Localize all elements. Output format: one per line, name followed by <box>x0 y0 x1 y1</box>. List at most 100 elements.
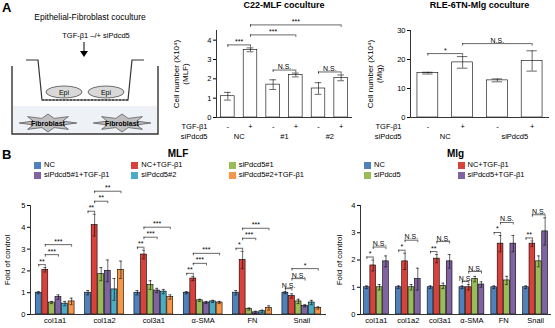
svg-text:2: 2 <box>351 255 355 264</box>
svg-text:0: 0 <box>207 113 211 122</box>
svg-text:N.S.: N.S. <box>491 37 505 44</box>
svg-text:1: 1 <box>21 288 25 297</box>
html-text:C22-MLF coculture: C22-MLF coculture <box>243 0 325 10</box>
svg-text:5: 5 <box>21 201 25 210</box>
svg-text:*: * <box>369 250 372 257</box>
svg-text:+: + <box>248 122 253 131</box>
svg-text:Epi: Epi <box>59 89 70 97</box>
svg-text:30: 30 <box>397 26 405 35</box>
svg-text:-: - <box>227 122 230 131</box>
svg-text:+: + <box>339 122 344 131</box>
svg-text:Fibroblast: Fibroblast <box>31 120 66 127</box>
svg-text:Snail: Snail <box>293 316 310 325</box>
svg-text:α-SMA: α-SMA <box>460 316 483 325</box>
html-text:MLF: MLF <box>167 148 189 159</box>
svg-text:4: 4 <box>207 36 211 45</box>
svg-text:*: * <box>496 225 499 232</box>
html-text:RLE-6TN-Mlg coculture: RLE-6TN-Mlg coculture <box>429 0 530 10</box>
svg-text:***: *** <box>202 246 210 253</box>
svg-text:***: *** <box>235 38 243 45</box>
svg-text:col1a1: col1a1 <box>365 316 387 325</box>
svg-text:*: * <box>304 262 307 269</box>
svg-text:3: 3 <box>21 245 25 254</box>
svg-text:***: *** <box>153 220 161 227</box>
svg-text:N.S.: N.S. <box>278 63 292 70</box>
svg-text:-: - <box>496 122 499 131</box>
svg-text:TGF-β1: TGF-β1 <box>376 122 402 131</box>
svg-text:NC: NC <box>234 132 245 141</box>
html-text:B: B <box>2 147 12 162</box>
svg-text:-: - <box>272 122 275 131</box>
svg-text:col1a2: col1a2 <box>93 316 115 325</box>
svg-text:***: *** <box>48 248 56 255</box>
svg-text:N.S.: N.S. <box>459 275 473 282</box>
svg-text:*: * <box>238 241 241 248</box>
svg-text:**: ** <box>105 184 111 191</box>
svg-text:**: ** <box>431 245 437 252</box>
svg-text:col3a1: col3a1 <box>429 316 451 325</box>
svg-text:-: - <box>317 122 320 131</box>
svg-text:2: 2 <box>207 74 211 83</box>
svg-text:siPdcd5: siPdcd5 <box>375 132 402 141</box>
html-text:Mlg: Mlg <box>446 148 465 159</box>
svg-text:***: *** <box>245 231 253 238</box>
svg-text:**: ** <box>526 231 532 238</box>
svg-text:***: *** <box>292 18 300 25</box>
svg-text:#2: #2 <box>326 132 334 141</box>
svg-text:4: 4 <box>351 201 355 210</box>
svg-text:***: *** <box>146 230 154 237</box>
svg-text:N.S.: N.S. <box>323 65 337 72</box>
svg-text:+: + <box>460 122 465 131</box>
svg-text:col3a1: col3a1 <box>143 316 165 325</box>
svg-text:0: 0 <box>401 113 405 122</box>
svg-text:TGF-β1: TGF-β1 <box>182 122 208 131</box>
svg-text:***: *** <box>54 238 62 245</box>
svg-text:FN: FN <box>248 316 258 325</box>
svg-text:1: 1 <box>351 283 355 292</box>
svg-text:**: ** <box>98 194 104 201</box>
svg-text:col1a2: col1a2 <box>397 316 419 325</box>
svg-text:0: 0 <box>351 310 355 319</box>
svg-text:NC: NC <box>440 132 451 141</box>
svg-text:#1: #1 <box>280 132 288 141</box>
svg-text:N.S.: N.S. <box>373 240 387 247</box>
svg-text:2: 2 <box>21 266 25 275</box>
svg-text:**: ** <box>39 258 45 265</box>
svg-text:α-SMA: α-SMA <box>192 316 215 325</box>
svg-text:***: *** <box>252 221 260 228</box>
svg-text:N.S.: N.S. <box>282 282 296 289</box>
svg-text:*: * <box>444 47 447 54</box>
svg-text:N.S.: N.S. <box>500 215 514 222</box>
svg-text:20: 20 <box>397 55 405 64</box>
svg-text:3: 3 <box>351 228 355 237</box>
svg-text:siPdcd5: siPdcd5 <box>501 132 528 141</box>
svg-text:**: ** <box>138 240 144 247</box>
svg-text:**: ** <box>89 204 95 211</box>
svg-text:+: + <box>294 122 299 131</box>
svg-text:TGF-β1 –/+ siPdcd5: TGF-β1 –/+ siPdcd5 <box>62 31 129 40</box>
svg-text:**: ** <box>187 266 193 273</box>
svg-text:FN: FN <box>499 316 509 325</box>
svg-text:N.S.: N.S. <box>292 272 306 279</box>
svg-text:N.S.: N.S. <box>468 265 482 272</box>
svg-text:Epithelial-Fibroblast cocultur: Epithelial-Fibroblast coculture <box>34 12 146 22</box>
html-text:A: A <box>2 0 12 15</box>
svg-text:N.S.: N.S. <box>405 233 419 240</box>
svg-text:N.S.: N.S. <box>532 208 546 215</box>
svg-text:***: *** <box>269 28 277 35</box>
svg-text:1: 1 <box>207 94 211 103</box>
svg-text:-: - <box>427 122 430 131</box>
svg-text:10: 10 <box>397 84 405 93</box>
svg-text:Fibroblast: Fibroblast <box>105 120 140 127</box>
svg-text:4: 4 <box>21 223 25 232</box>
svg-text:col1a1: col1a1 <box>44 316 66 325</box>
svg-text:***: *** <box>196 256 204 263</box>
svg-text:Epi: Epi <box>101 89 112 97</box>
svg-text:0: 0 <box>21 310 25 319</box>
svg-text:Snail: Snail <box>527 316 544 325</box>
svg-text:3: 3 <box>207 55 211 64</box>
svg-text:N.S.: N.S. <box>436 235 450 242</box>
svg-text:siPdcd5: siPdcd5 <box>181 132 208 141</box>
svg-text:*: * <box>401 243 404 250</box>
svg-text:+: + <box>530 122 535 131</box>
